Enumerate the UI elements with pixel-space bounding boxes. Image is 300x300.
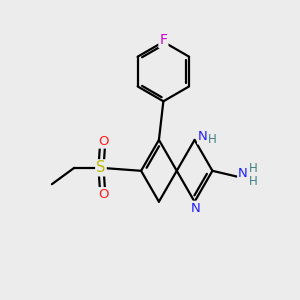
Text: H: H [208,134,217,146]
Text: O: O [99,188,109,201]
Text: O: O [99,135,109,148]
Text: N: N [191,202,201,215]
Text: F: F [159,33,167,47]
Text: S: S [96,160,106,175]
Text: N: N [198,130,208,143]
Text: H: H [249,162,257,175]
Text: N: N [238,167,248,180]
Text: H: H [249,175,257,188]
